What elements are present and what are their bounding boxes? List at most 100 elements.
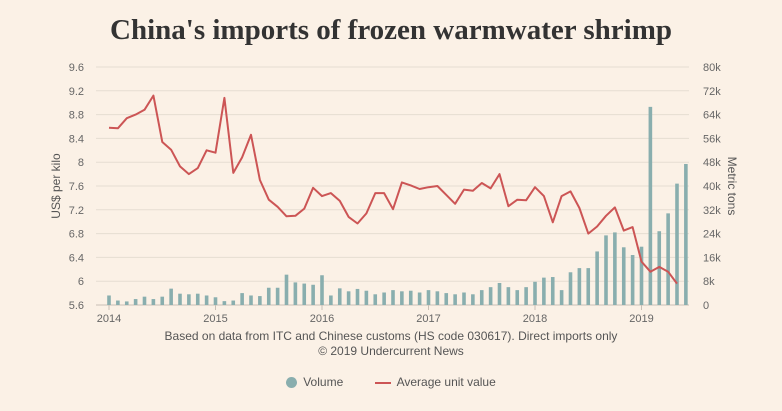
volume-bar[interactable] xyxy=(533,281,537,305)
volume-bar[interactable] xyxy=(302,283,307,305)
y-left-tick-label: 8.4 xyxy=(69,133,84,145)
volume-bar[interactable] xyxy=(373,294,378,305)
legend-label-volume: Volume xyxy=(303,374,344,389)
y-left-tick-label: 5.6 xyxy=(69,300,84,312)
volume-bar[interactable] xyxy=(408,290,413,305)
volume-bar[interactable] xyxy=(444,293,449,305)
volume-bar[interactable] xyxy=(506,287,511,305)
volume-bar[interactable] xyxy=(462,292,466,305)
volume-bar[interactable] xyxy=(195,293,200,305)
volume-bar[interactable] xyxy=(675,183,679,305)
volume-bar[interactable] xyxy=(364,290,369,305)
volume-bar[interactable] xyxy=(488,287,493,305)
volume-bar[interactable] xyxy=(213,297,218,305)
volume-bar[interactable] xyxy=(639,246,644,305)
volume-bar[interactable] xyxy=(133,299,138,305)
y-right-tick-label: 8k xyxy=(703,276,715,288)
volume-bar[interactable] xyxy=(550,277,555,305)
volume-bar[interactable] xyxy=(116,300,120,305)
volume-bar[interactable] xyxy=(524,287,528,305)
volume-bar[interactable] xyxy=(222,301,227,305)
volume-bar[interactable] xyxy=(240,293,244,305)
legend-item-volume[interactable]: Volume xyxy=(286,375,343,389)
y-left-tick-label: 7.2 xyxy=(69,205,84,217)
volume-bar[interactable] xyxy=(204,295,209,305)
volume-bar[interactable] xyxy=(284,274,289,305)
y-left-tick-label: 9.6 xyxy=(69,62,84,74)
volume-bar[interactable] xyxy=(630,255,635,305)
volume-bar[interactable] xyxy=(400,291,404,305)
x-tick-label: 2017 xyxy=(416,313,440,325)
volume-bar[interactable] xyxy=(559,290,564,305)
volume-bar[interactable] xyxy=(258,296,262,305)
volume-bar[interactable] xyxy=(124,301,129,305)
volume-bar[interactable] xyxy=(453,294,457,305)
tick-labels: 5.6 0 6 8k 6.4 16k 6.8 24k 7.2 32k 7.6 40k 8 48k 8.4 56… xyxy=(69,62,722,325)
volume-bar[interactable] xyxy=(187,294,191,305)
line-swatch-icon xyxy=(374,381,391,384)
volume-bar[interactable] xyxy=(178,293,182,305)
legend: Volume Average unit value xyxy=(0,374,782,389)
volume-bar[interactable] xyxy=(577,268,582,305)
volume-bar[interactable] xyxy=(160,296,165,305)
y-left-tick-label: 6 xyxy=(78,276,84,288)
volume-bar[interactable] xyxy=(684,163,688,305)
volume-bar[interactable] xyxy=(497,282,502,305)
volume-bar[interactable] xyxy=(542,277,546,305)
volume-bar[interactable] xyxy=(391,290,395,305)
volume-bar[interactable] xyxy=(329,295,333,305)
y-axis-left-title: US$ per kilo xyxy=(49,153,63,219)
y-right-tick-label: 80k xyxy=(703,62,721,74)
x-tick-label: 2018 xyxy=(523,313,547,325)
volume-bar[interactable] xyxy=(426,290,431,305)
volume-bar[interactable] xyxy=(320,275,324,305)
volume-bar[interactable] xyxy=(435,291,440,305)
y-left-tick-label: 6.4 xyxy=(69,252,84,264)
volume-bar[interactable] xyxy=(595,251,599,305)
chart-title: China's imports of frozen warmwater shri… xyxy=(110,14,672,46)
volume-bar[interactable] xyxy=(382,292,386,305)
volume-bar[interactable] xyxy=(471,294,475,305)
y-right-tick-label: 0 xyxy=(703,300,709,312)
unit-value-series-line[interactable] xyxy=(108,94,678,285)
y-right-tick-label: 56k xyxy=(703,133,721,145)
unit-value-line xyxy=(108,94,678,285)
y-right-tick-label: 72k xyxy=(703,86,721,98)
legend-item-unit-value[interactable]: Average unit value xyxy=(374,375,496,389)
volume-bar[interactable] xyxy=(275,287,280,305)
volume-bar[interactable] xyxy=(107,295,111,305)
y-axis-right-title: Metric tons xyxy=(725,157,739,216)
copyright-note: © 2019 Undercurrent News xyxy=(318,344,464,358)
y-right-tick-label: 16k xyxy=(703,252,721,264)
volume-bar[interactable] xyxy=(613,232,617,305)
volume-bar[interactable] xyxy=(479,290,484,305)
volume-bar[interactable] xyxy=(249,295,253,305)
volume-bar[interactable] xyxy=(231,300,236,305)
volume-bar[interactable] xyxy=(666,213,670,305)
volume-bar[interactable] xyxy=(586,268,591,305)
volume-bar[interactable] xyxy=(621,247,626,305)
volume-bar[interactable] xyxy=(417,292,422,305)
volume-bar[interactable] xyxy=(604,235,608,305)
volume-bar[interactable] xyxy=(311,284,315,305)
volume-bar[interactable] xyxy=(568,272,573,305)
volume-bar[interactable] xyxy=(515,290,520,305)
volume-bar[interactable] xyxy=(266,287,271,305)
y-right-tick-label: 32k xyxy=(703,205,721,217)
volume-bar[interactable] xyxy=(142,296,147,305)
volume-bar[interactable] xyxy=(293,282,298,305)
volume-bar[interactable] xyxy=(346,291,351,305)
y-left-tick-label: 6.8 xyxy=(69,229,84,241)
y-left-tick-label: 8.8 xyxy=(69,110,84,122)
volume-bar[interactable] xyxy=(151,299,156,305)
volume-bar[interactable] xyxy=(657,231,662,305)
volume-bar[interactable] xyxy=(337,288,342,305)
y-right-tick-label: 40k xyxy=(703,181,721,193)
volume-bar[interactable] xyxy=(355,288,360,305)
volume-bar[interactable] xyxy=(169,288,173,305)
source-footnote: Based on data from ITC and Chinese custo… xyxy=(0,329,782,359)
volume-bar[interactable] xyxy=(648,106,653,306)
source-note: Based on data from ITC and Chinese custo… xyxy=(164,329,618,343)
